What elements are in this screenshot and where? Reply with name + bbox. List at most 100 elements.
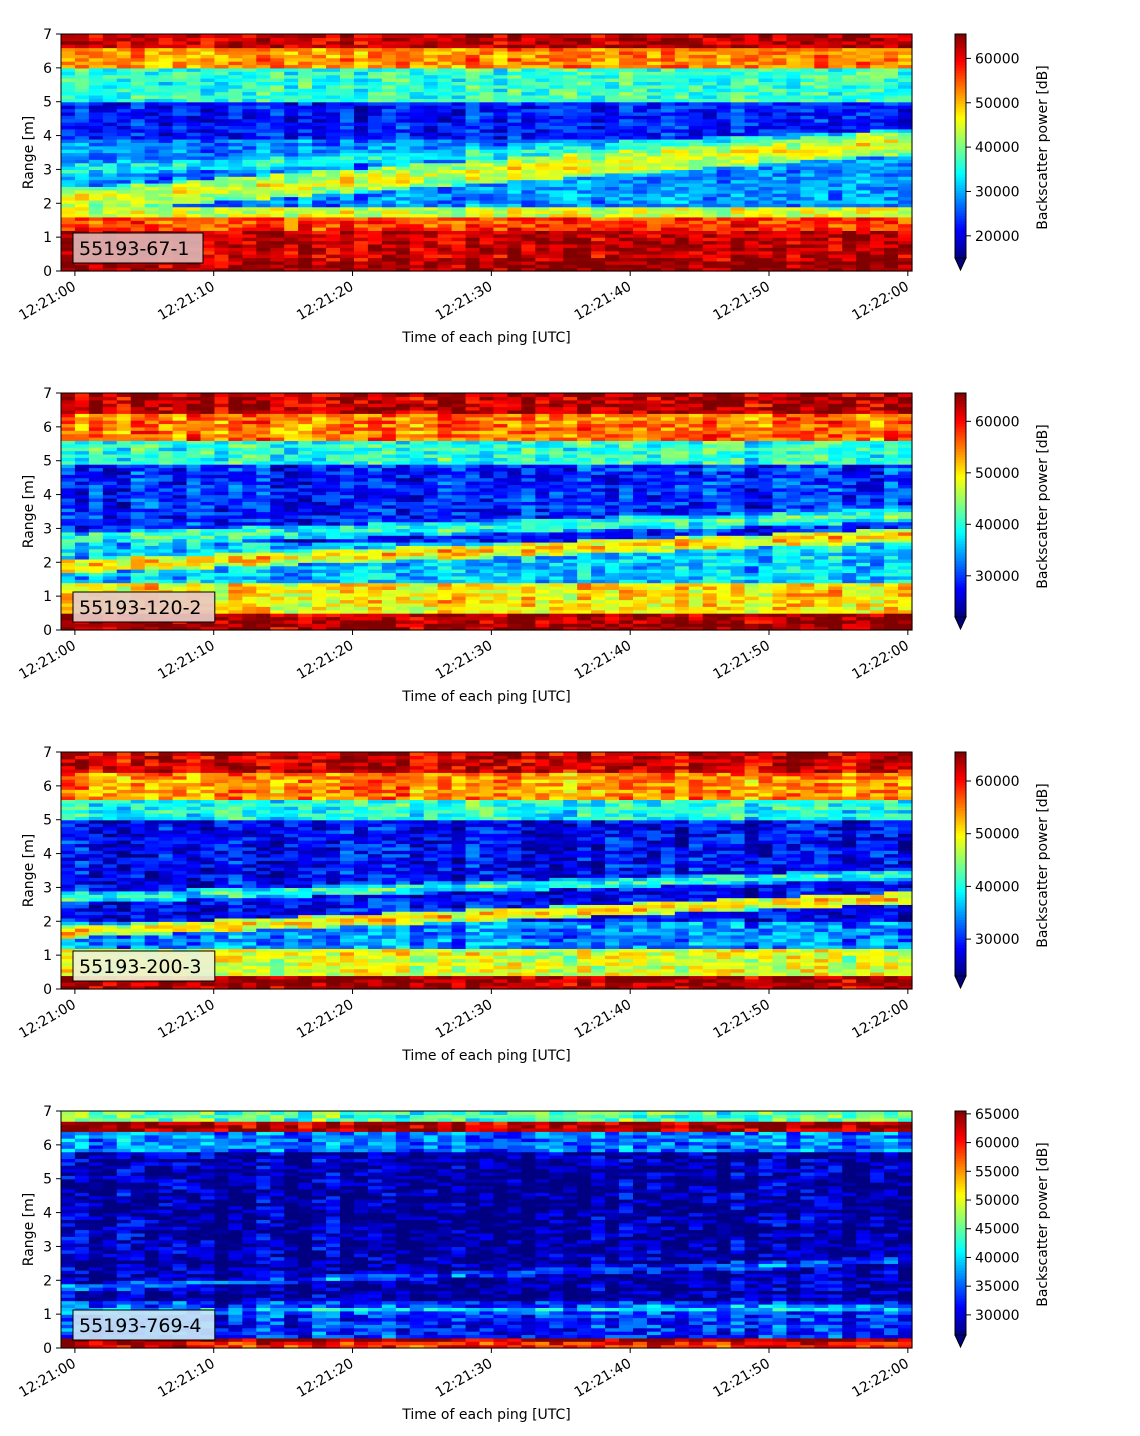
heatmap-cell [437,37,453,42]
heatmap-cell [340,115,355,120]
heatmap-cell [619,61,634,66]
heatmap-cell [702,57,718,62]
heatmap-cell [521,199,536,204]
heatmap-cell [800,88,815,93]
heatmap-cell [451,196,467,201]
heatmap-cell [395,267,411,272]
heatmap-cell [465,132,481,137]
heatmap-cell [340,81,355,86]
heatmap-cell [437,91,453,96]
heatmap-cell [437,203,453,208]
heatmap-cell [423,88,439,93]
heatmap-cell [535,196,550,201]
heatmap-cell [340,155,355,160]
heatmap-cell [814,267,829,272]
heatmap-cell [130,78,146,82]
heatmap-cell [395,257,411,262]
heatmap-cell [423,193,439,198]
heatmap-cell [200,81,216,86]
heatmap-cell [423,155,439,160]
heatmap-cell [102,162,118,167]
heatmap-cell [61,152,76,157]
heatmap-cell [270,162,285,167]
heatmap-cell [116,216,132,221]
heatmap-cell [535,101,550,106]
heatmap-cell [298,61,313,66]
heatmap-cell [312,260,327,265]
heatmap-cell [674,257,690,262]
heatmap-cell [772,128,788,133]
heatmap-cell [451,64,467,69]
heatmap-cell [367,40,383,45]
heatmap-cell [437,115,453,120]
heatmap-cell [409,257,425,262]
heatmap-cell [200,37,216,42]
heatmap-cell [186,111,202,116]
heatmap-cell [800,237,815,242]
heatmap-cell [437,254,453,259]
heatmap-cell [549,81,564,86]
heatmap-cell [507,159,522,164]
heatmap-cell [61,101,76,106]
heatmap-cell [144,118,160,123]
heatmap-cell [200,128,216,133]
heatmap-cell [353,247,369,252]
heatmap-cell [200,135,216,140]
heatmap-cell [786,223,801,228]
heatmap-cell [814,186,829,191]
heatmap-cell [646,128,662,133]
heatmap-cell [409,135,425,140]
heatmap-cell [716,254,732,259]
heatmap-cell [674,230,690,235]
heatmap-cell [102,101,118,106]
heatmap-cell [74,108,90,113]
heatmap-cell [298,176,313,181]
heatmap-cell [577,182,592,187]
heatmap-cell [577,98,592,103]
heatmap-cell [465,57,481,62]
heatmap-cell [479,142,495,147]
heatmap-cell [507,162,522,167]
heatmap-cell [674,61,690,66]
heatmap-cell [228,254,243,259]
heatmap-cell [284,132,299,137]
heatmap-cell [563,145,578,150]
heatmap-cell [381,264,397,269]
heatmap-cell [660,71,676,76]
heatmap-cell [493,203,509,208]
heatmap-cell [88,220,104,225]
heatmap-cell [353,37,369,42]
heatmap-cell [130,88,146,93]
heatmap-cell [256,240,271,245]
heatmap-cell [381,162,397,167]
heatmap-cell [214,162,230,167]
heatmap-cell [130,50,146,55]
heatmap-cell [800,138,815,143]
heatmap-cell [465,166,481,171]
heatmap-cell [186,179,202,184]
heatmap-cell [298,149,313,154]
heatmap-cell [758,230,774,235]
heatmap-cell [451,220,467,225]
heatmap-cell [214,182,230,187]
heatmap-cell [367,74,383,79]
heatmap-cell [158,132,174,137]
heatmap-cell [312,111,327,116]
heatmap-cell [158,67,174,72]
heatmap-cell [730,115,746,120]
heatmap-cell [130,186,146,191]
heatmap-cell [619,182,634,187]
heatmap-cell [214,67,230,72]
heatmap-cell [214,118,230,123]
heatmap-cell [395,78,411,82]
heatmap-cell [605,61,620,66]
heatmap-cell [158,393,174,397]
heatmap-cell [158,145,174,150]
heatmap-cell [744,37,760,42]
heatmap-cell [786,142,801,147]
heatmap-cell [102,118,118,123]
heatmap-cell [563,47,578,52]
heatmap-cell [493,237,509,242]
heatmap-cell [200,237,216,242]
